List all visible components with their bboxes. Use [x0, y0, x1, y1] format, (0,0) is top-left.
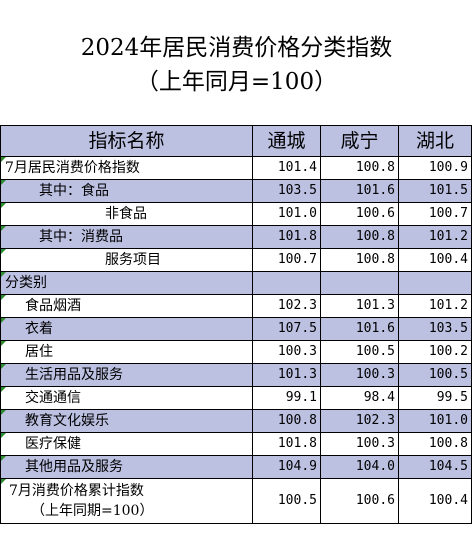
row-label: 衣着	[0, 317, 253, 341]
row-label-cumulative: 7月消费价格累计指数 （上年同期=100）	[0, 478, 253, 524]
row-label: 其中：食品	[0, 179, 253, 203]
page-title: 2024年居民消费价格分类指数	[80, 35, 393, 61]
cell-tongcheng: 100.7	[252, 248, 321, 272]
table-row: 其中：食品 103.5 101.6 101.5	[0, 179, 472, 203]
table-row: 生活用品及服务 101.3 100.3 100.5	[0, 363, 472, 387]
cell-hubei: 100.5	[398, 363, 472, 387]
table-row: 食品烟酒 102.3 101.3 101.2	[0, 294, 472, 318]
header-indicator-name: 指标名称	[0, 125, 253, 157]
cell-tongcheng: 107.5	[252, 317, 321, 341]
cell-tongcheng: 100.5	[252, 478, 321, 524]
price-index-table: 指标名称 通城 咸宁 湖北 7月居民消费价格指数 101.4 100.8 100…	[0, 125, 472, 524]
row-label: 分类别	[0, 271, 253, 295]
cell-tongcheng: 102.3	[252, 294, 321, 318]
row-label: 医疗保健	[0, 432, 253, 456]
cell-tongcheng: 103.5	[252, 179, 321, 203]
cell-hubei: 100.9	[398, 156, 472, 180]
table-header-row: 指标名称 通城 咸宁 湖北	[0, 125, 472, 157]
cell-xianning: 100.3	[320, 363, 399, 387]
cell-xianning: 101.6	[320, 317, 399, 341]
table-row: 7月居民消费价格指数 101.4 100.8 100.9	[0, 156, 472, 180]
cell-tongcheng: 104.9	[252, 455, 321, 479]
row-label: 服务项目	[0, 248, 253, 272]
cell-xianning: 100.6	[320, 202, 399, 226]
cell-tongcheng: 101.0	[252, 202, 321, 226]
cell-hubei: 100.7	[398, 202, 472, 226]
table-row: 服务项目 100.7 100.8 100.4	[0, 248, 472, 272]
cell-hubei: 103.5	[398, 317, 472, 341]
cell-hubei: 99.5	[398, 386, 472, 410]
page-subtitle: （上年同月=100）	[135, 69, 338, 95]
row-label: 其中：消费品	[0, 225, 253, 249]
cell-xianning	[320, 271, 399, 295]
header-xianning: 咸宁	[320, 125, 399, 157]
table-row-cumulative: 7月消费价格累计指数 （上年同期=100） 100.5 100.6 100.4	[0, 478, 472, 524]
row-label: 教育文化娱乐	[0, 409, 253, 433]
row-label: 居住	[0, 340, 253, 364]
cell-xianning: 102.3	[320, 409, 399, 433]
row-label: 交通通信	[0, 386, 253, 410]
table-row: 非食品 101.0 100.6 100.7	[0, 202, 472, 226]
cell-xianning: 101.6	[320, 179, 399, 203]
row-label: 非食品	[0, 202, 253, 226]
cumulative-label-line1: 7月消费价格累计指数	[9, 483, 144, 499]
cumulative-label-line2: （上年同期=100）	[31, 503, 154, 519]
cell-hubei: 104.5	[398, 455, 472, 479]
cell-hubei: 100.4	[398, 248, 472, 272]
header-hubei: 湖北	[398, 125, 472, 157]
cell-tongcheng: 101.3	[252, 363, 321, 387]
table-row: 交通通信 99.1 98.4 99.5	[0, 386, 472, 410]
row-label: 生活用品及服务	[0, 363, 253, 387]
table-row: 教育文化娱乐 100.8 102.3 101.0	[0, 409, 472, 433]
table-row: 医疗保健 101.8 100.3 100.8	[0, 432, 472, 456]
table-row: 衣着 107.5 101.6 103.5	[0, 317, 472, 341]
cell-xianning: 100.8	[320, 248, 399, 272]
table-row: 居住 100.3 100.5 100.2	[0, 340, 472, 364]
cell-tongcheng: 99.1	[252, 386, 321, 410]
cell-tongcheng	[252, 271, 321, 295]
table-row: 其他用品及服务 104.9 104.0 104.5	[0, 455, 472, 479]
cell-hubei: 101.2	[398, 225, 472, 249]
cell-tongcheng: 101.8	[252, 225, 321, 249]
row-label: 食品烟酒	[0, 294, 253, 318]
cell-tongcheng: 100.8	[252, 409, 321, 433]
cell-xianning: 100.6	[320, 478, 399, 524]
cell-tongcheng: 101.4	[252, 156, 321, 180]
cell-hubei: 101.5	[398, 179, 472, 203]
table-row: 其中：消费品 101.8 100.8 101.2	[0, 225, 472, 249]
cell-xianning: 100.8	[320, 225, 399, 249]
cell-hubei: 100.2	[398, 340, 472, 364]
cell-hubei: 101.0	[398, 409, 472, 433]
header-tongcheng: 通城	[252, 125, 321, 157]
cell-xianning: 104.0	[320, 455, 399, 479]
row-label: 7月居民消费价格指数	[0, 156, 253, 180]
cell-hubei: 101.2	[398, 294, 472, 318]
row-label: 其他用品及服务	[0, 455, 253, 479]
cell-hubei: 100.4	[398, 478, 472, 524]
cell-tongcheng: 101.8	[252, 432, 321, 456]
cell-hubei: 100.8	[398, 432, 472, 456]
cell-tongcheng: 100.3	[252, 340, 321, 364]
table-row: 分类别	[0, 271, 472, 295]
cell-xianning: 100.3	[320, 432, 399, 456]
cell-xianning: 100.8	[320, 156, 399, 180]
cell-hubei	[398, 271, 472, 295]
title-area: 2024年居民消费价格分类指数 （上年同月=100）	[0, 0, 473, 125]
cell-xianning: 101.3	[320, 294, 399, 318]
cell-xianning: 98.4	[320, 386, 399, 410]
cell-xianning: 100.5	[320, 340, 399, 364]
